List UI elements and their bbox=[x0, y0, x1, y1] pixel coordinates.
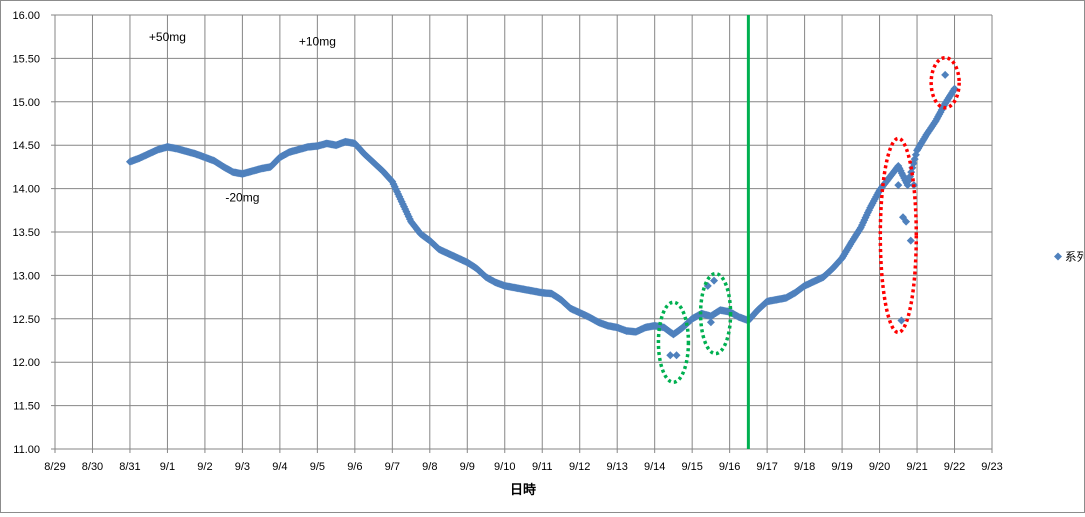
horizontal-gridlines bbox=[51, 14, 992, 450]
x-tick-label: 9/21 bbox=[906, 461, 927, 473]
x-tick-label: 9/3 bbox=[235, 461, 250, 473]
x-tick-label: 9/13 bbox=[606, 461, 627, 473]
y-tick-label: 13.50 bbox=[12, 227, 40, 239]
data-point bbox=[950, 84, 959, 93]
data-point bbox=[902, 217, 911, 226]
x-tick-label: 9/5 bbox=[310, 461, 325, 473]
x-tick-label: 9/14 bbox=[644, 461, 665, 473]
x-tick-label: 9/16 bbox=[719, 461, 740, 473]
x-tick-label: 8/31 bbox=[119, 461, 140, 473]
y-tick-labels: 11.00 11.50 12.00 12.50 13.00 13.50 14.00 14.50… bbox=[12, 10, 40, 456]
y-tick-label: 14.00 bbox=[12, 184, 40, 196]
highlight-ellipse bbox=[878, 136, 919, 335]
annotation-label: +10mg bbox=[299, 34, 336, 48]
x-tick-label: 9/11 bbox=[532, 461, 553, 473]
x-tick-label: 9/9 bbox=[460, 461, 475, 473]
annotation-label: -20mg bbox=[225, 191, 259, 205]
data-point bbox=[906, 236, 915, 245]
y-tick-label: 12.50 bbox=[12, 314, 40, 326]
data-point bbox=[897, 316, 906, 325]
series-points bbox=[125, 70, 959, 360]
x-tick-label: 9/20 bbox=[869, 461, 890, 473]
annotations: +50mg +10mg -20mg bbox=[149, 30, 336, 205]
legend-label: 系列1 bbox=[1065, 250, 1084, 264]
legend: 系列1 bbox=[1054, 250, 1085, 264]
x-axis-title: 日時 bbox=[510, 482, 536, 497]
y-tick-label: 16.00 bbox=[12, 10, 40, 22]
x-tick-label: 9/2 bbox=[197, 461, 212, 473]
x-tick-label: 8/29 bbox=[44, 461, 65, 473]
highlight-ellipse bbox=[656, 300, 691, 384]
data-point bbox=[710, 276, 719, 285]
x-tick-label: 9/18 bbox=[794, 461, 815, 473]
x-tick-label: 9/1 bbox=[160, 461, 175, 473]
y-tick-label: 15.50 bbox=[12, 53, 40, 65]
data-point bbox=[672, 351, 681, 360]
data-point bbox=[941, 70, 950, 79]
y-tick-label: 13.00 bbox=[12, 270, 40, 282]
x-tick-label: 9/12 bbox=[569, 461, 590, 473]
x-tick-label: 9/17 bbox=[756, 461, 777, 473]
y-tick-label: 11.00 bbox=[13, 444, 40, 456]
legend-diamond-marker bbox=[1054, 252, 1062, 261]
x-tick-label: 8/30 bbox=[82, 461, 103, 473]
x-tick-label: 9/22 bbox=[944, 461, 965, 473]
x-tick-label: 9/7 bbox=[385, 461, 400, 473]
y-tick-label: 14.50 bbox=[12, 140, 40, 152]
y-tick-label: 11.50 bbox=[13, 401, 40, 413]
x-tick-label: 9/15 bbox=[681, 461, 702, 473]
x-tick-label: 9/4 bbox=[272, 461, 287, 473]
highlight-ellipse bbox=[929, 55, 961, 110]
y-tick-label: 12.00 bbox=[12, 357, 40, 369]
overlays bbox=[656, 15, 961, 449]
data-point bbox=[706, 318, 715, 327]
x-tick-label: 9/6 bbox=[347, 461, 362, 473]
x-tick-label: 9/23 bbox=[981, 461, 1002, 473]
x-tick-label: 9/19 bbox=[831, 461, 852, 473]
y-tick-label: 15.00 bbox=[12, 97, 40, 109]
x-tick-label: 9/8 bbox=[422, 461, 437, 473]
x-tick-label: 9/10 bbox=[494, 461, 515, 473]
data-point bbox=[666, 351, 675, 360]
annotation-label: +50mg bbox=[149, 30, 186, 44]
x-tick-labels: 8/29 8/30 8/31 9/1 9/2 9/3 9/4 9/5 9/6 9/7 9/8 9/9 9… bbox=[44, 461, 1002, 473]
data-point bbox=[894, 181, 903, 190]
highlight-ellipse bbox=[698, 271, 733, 356]
